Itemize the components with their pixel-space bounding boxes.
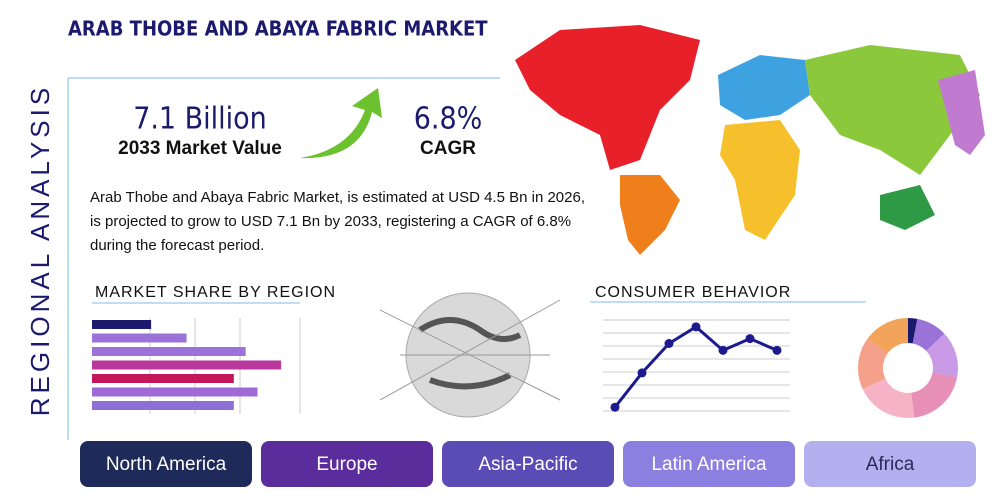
side-label: REGIONAL ANALYSIS bbox=[25, 84, 55, 416]
donut-segment bbox=[908, 318, 918, 344]
bar bbox=[92, 347, 246, 356]
network-globe bbox=[379, 292, 561, 418]
point bbox=[745, 334, 755, 344]
donut-segment bbox=[926, 333, 959, 378]
donut-segment bbox=[862, 378, 915, 418]
kpi-label: CAGR bbox=[420, 138, 476, 159]
kpi-label: 2033 Market Value bbox=[118, 138, 282, 159]
point bbox=[691, 322, 701, 332]
kpi-value: 7.1 Billion bbox=[133, 102, 267, 137]
point bbox=[610, 402, 620, 412]
point bbox=[637, 368, 647, 378]
bar bbox=[92, 387, 258, 397]
donut-segment bbox=[911, 372, 958, 418]
point bbox=[772, 345, 782, 355]
world-map bbox=[515, 25, 985, 255]
title: ARAB THOBE AND ABAYA FABRIC MARKET bbox=[68, 17, 488, 41]
donut-segment bbox=[858, 338, 888, 390]
donut-segment bbox=[867, 318, 908, 354]
region-button[interactable] bbox=[623, 441, 795, 487]
frame bbox=[67, 77, 866, 440]
region-button[interactable] bbox=[80, 441, 252, 487]
region-button[interactable] bbox=[261, 441, 433, 487]
description: Arab Thobe and Abaya Fabric Market, is e… bbox=[90, 189, 585, 254]
kpi-value: 6.8% bbox=[414, 102, 483, 137]
bar bbox=[92, 374, 234, 383]
donut-segment bbox=[912, 318, 945, 351]
region-label: Latin America bbox=[651, 454, 767, 475]
region-button[interactable] bbox=[804, 441, 976, 487]
section-title: MARKET SHARE BY REGION bbox=[95, 284, 336, 301]
region-label: Europe bbox=[316, 454, 377, 475]
growth-arrow bbox=[300, 88, 382, 159]
bar bbox=[92, 360, 282, 370]
region-button[interactable] bbox=[442, 441, 614, 487]
point bbox=[664, 339, 674, 348]
bar bbox=[92, 333, 187, 343]
region-label: Asia-Pacific bbox=[478, 454, 577, 475]
bar bbox=[92, 320, 152, 329]
point bbox=[718, 345, 728, 355]
section-title: CONSUMER BEHAVIOR bbox=[595, 284, 791, 301]
region-label: North America bbox=[106, 454, 227, 475]
region-label: Africa bbox=[866, 454, 915, 475]
bar bbox=[92, 401, 234, 410]
